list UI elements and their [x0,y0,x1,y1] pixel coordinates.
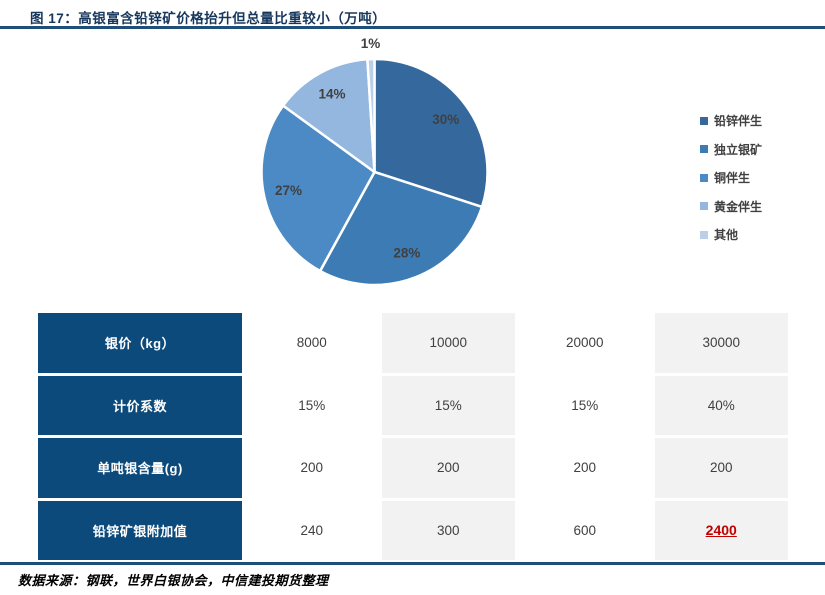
legend-item-gold: 黄金伴生 [700,196,762,217]
legend-marker-icon [700,145,708,153]
pie-slice-4 [366,57,376,174]
table-cell: 15% [381,375,515,435]
legend-item-independent-silver: 独立银矿 [700,139,762,160]
pie-slice-0 [373,57,489,209]
legend-marker-icon [700,116,708,125]
table-cell: 600 [518,500,652,560]
pie-slice-label: 1% [361,36,381,51]
silver-value-table: 银价（kg） 8000 10000 20000 30000 计价系数 15% 1… [38,313,788,560]
legend-label: 黄金伴生 [714,199,763,214]
pie-chart: 30% 28% 27% 14% 1% [260,36,489,287]
figure-title: 图 17：高银富含铅锌矿价格抬升但总量比重较小（万吨） [30,11,387,26]
table-cell: 30000 [654,313,788,373]
pie-slice-label: 14% [318,86,345,101]
legend-item-lead-zinc: 铅锌伴生 [700,110,762,131]
table-cell: 15% [245,375,379,435]
pie-slice-3 [281,57,376,174]
table-cell: 300 [381,500,515,560]
table-cell: 20000 [518,313,652,373]
table-cell: 200 [518,438,652,498]
pie-slice-1 [318,170,484,287]
row-header-silver-price: 银价（kg） [38,313,242,373]
legend-label: 其他 [714,228,739,242]
pie-slice-label: 27% [275,183,302,198]
legend-marker-icon [700,202,708,210]
legend-label: 铜伴生 [714,171,751,185]
highlighted-value: 2400 [705,522,737,539]
data-source-note: 数据来源：钢联，世界白银协会，中信建投期货整理 [18,573,329,588]
pie-legend: 铅锌伴生 独立银矿 铜伴生 黄金伴生 其他 [700,110,762,245]
legend-item-other: 其他 [700,224,762,245]
pie-slice-label: 28% [393,246,420,261]
table-cell: 15% [518,375,652,435]
table-cell: 8000 [245,313,379,373]
legend-label: 独立银矿 [714,142,763,157]
table-cell: 200 [381,438,515,498]
table-cell: 200 [245,438,379,498]
row-header-silver-content-per-ton: 单吨银含量(g) [38,438,242,498]
table-cell: 240 [245,500,379,560]
table-cell: 10000 [381,313,515,373]
footer-rule [0,562,825,565]
pie-slice-label: 30% [432,112,459,127]
legend-label: 铅锌伴生 [714,114,763,128]
title-rule [0,26,825,29]
row-header-pricing-coefficient: 计价系数 [38,375,242,435]
legend-item-copper: 铜伴生 [700,167,762,188]
legend-marker-icon [700,173,708,182]
row-header-silver-added-value: 铅锌矿银附加值 [38,500,242,560]
legend-marker-icon [700,230,708,239]
table-cell: 200 [654,438,788,498]
table-cell: 40% [654,375,788,435]
table-cell: 2400 [654,500,788,560]
pie-slice-2 [260,104,376,273]
